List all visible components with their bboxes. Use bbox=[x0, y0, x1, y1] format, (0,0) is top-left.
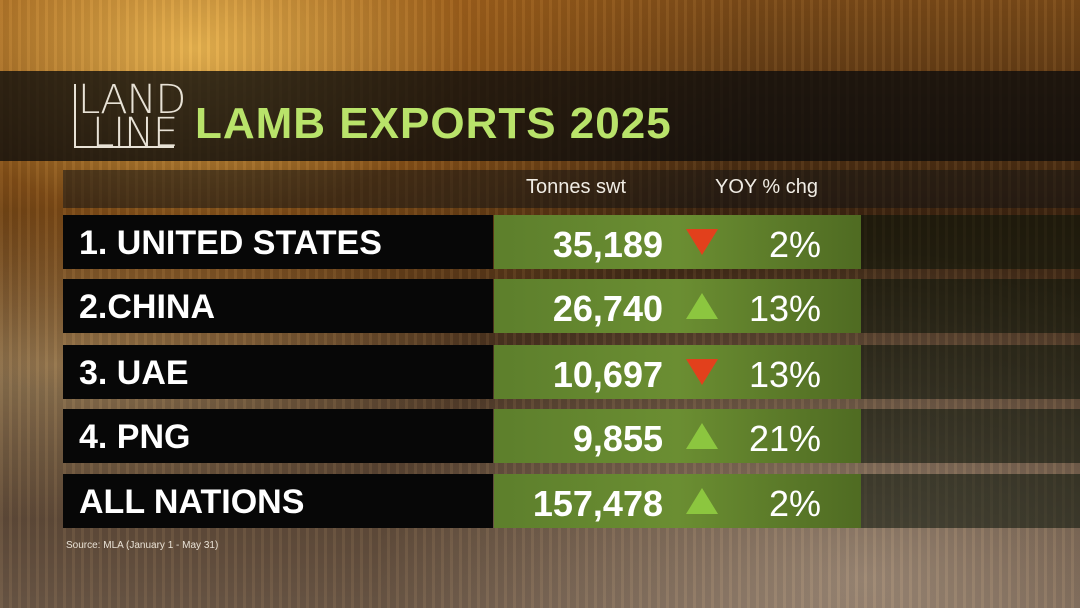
chart-title: LAMB EXPORTS 2025 bbox=[195, 99, 672, 148]
yoy-change: 21% bbox=[748, 418, 821, 459]
source-note: Source: MLA (January 1 - May 31) bbox=[66, 540, 219, 551]
tonnes-value: 157,478 bbox=[532, 483, 663, 524]
table-row: 3. UAE 10,697 13% bbox=[63, 345, 1080, 399]
logo-bar-vertical bbox=[74, 84, 76, 148]
tonnes-value: 35,189 bbox=[552, 224, 663, 265]
table-row: ALL NATIONS 157,478 2% bbox=[63, 474, 1080, 528]
up-arrow-icon bbox=[686, 488, 718, 514]
landline-logo: LAND LINE bbox=[74, 77, 186, 156]
value-cell bbox=[494, 409, 861, 463]
country-label: 3. UAE bbox=[79, 354, 189, 392]
column-header-tonnes: Tonnes swt bbox=[526, 176, 627, 198]
country-label: 1. UNITED STATES bbox=[79, 224, 382, 262]
down-arrow-icon bbox=[686, 229, 718, 255]
row-tail bbox=[861, 279, 1080, 333]
header-band bbox=[0, 71, 1080, 161]
tonnes-value: 26,740 bbox=[552, 288, 663, 329]
column-header-yoy: YOY % chg bbox=[715, 176, 819, 198]
logo-line-1: LAND bbox=[78, 77, 186, 123]
up-arrow-icon bbox=[686, 293, 718, 319]
logo-line-2: LINE bbox=[92, 110, 178, 156]
value-cell bbox=[494, 474, 861, 528]
up-arrow-shape bbox=[686, 423, 718, 449]
country-label: 4. PNG bbox=[79, 418, 191, 456]
table-row: 2.CHINA 26,740 13% bbox=[63, 279, 1080, 333]
country-cell: 3. UAE bbox=[63, 345, 493, 399]
row-tail bbox=[861, 345, 1080, 399]
country-cell: 2.CHINA bbox=[63, 279, 493, 333]
yoy-change: 13% bbox=[748, 288, 821, 329]
value-cell bbox=[494, 215, 861, 269]
up-arrow-shape bbox=[686, 293, 718, 319]
country-label: ALL NATIONS bbox=[79, 483, 305, 521]
row-tail bbox=[861, 474, 1080, 528]
up-arrow-icon bbox=[686, 423, 718, 449]
value-cell bbox=[494, 279, 861, 333]
country-cell: 1. UNITED STATES bbox=[63, 215, 493, 269]
row-tail bbox=[861, 409, 1080, 463]
tonnes-value: 10,697 bbox=[552, 354, 663, 395]
yoy-change: 2% bbox=[768, 224, 821, 265]
down-arrow-shape bbox=[686, 359, 718, 385]
down-arrow-shape bbox=[686, 229, 718, 255]
yoy-change: 13% bbox=[748, 354, 821, 395]
country-cell: 4. PNG bbox=[63, 409, 493, 463]
column-header-band bbox=[63, 170, 1080, 208]
table-row: 4. PNG 9,855 21% bbox=[63, 409, 1080, 463]
row-tail bbox=[861, 215, 1080, 269]
country-cell: ALL NATIONS bbox=[63, 474, 493, 528]
value-cell bbox=[494, 345, 861, 399]
country-label: 2.CHINA bbox=[79, 288, 216, 326]
up-arrow-shape bbox=[686, 488, 718, 514]
table-row: 1. UNITED STATES 35,189 2% bbox=[63, 215, 1080, 269]
tonnes-value: 9,855 bbox=[572, 418, 663, 459]
yoy-change: 2% bbox=[768, 483, 821, 524]
logo-bar-horizontal bbox=[74, 146, 174, 148]
down-arrow-icon bbox=[686, 359, 718, 385]
